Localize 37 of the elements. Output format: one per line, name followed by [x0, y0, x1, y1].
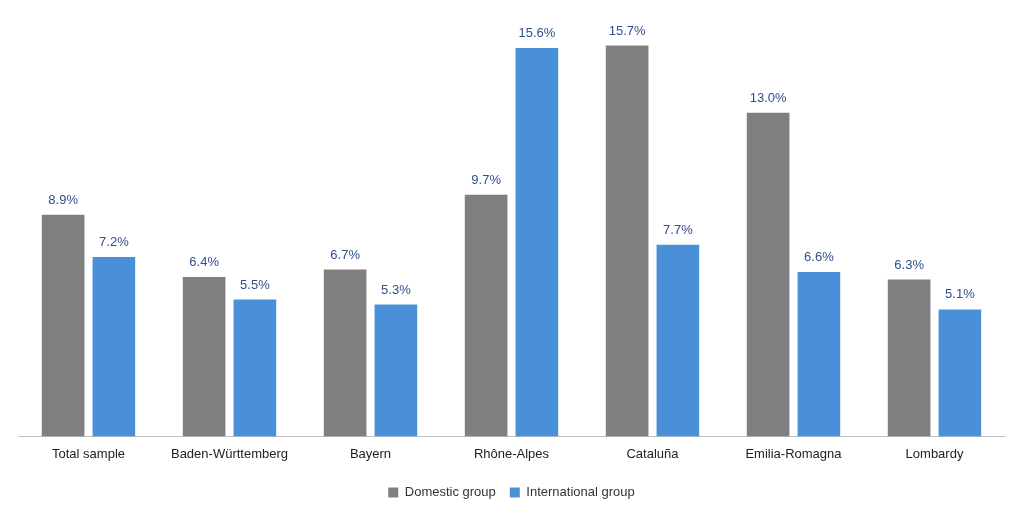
- bar: [797, 272, 841, 437]
- bar: [515, 47, 559, 437]
- data-label: 15.7%: [608, 22, 646, 38]
- data-label: 7.7%: [663, 221, 694, 237]
- bar: [233, 299, 277, 437]
- data-label: 8.9%: [48, 191, 79, 207]
- bar: [464, 194, 508, 437]
- bar: [938, 309, 982, 437]
- x-tick-label: Emilia-Romagna: [745, 445, 843, 461]
- data-label: 6.4%: [189, 254, 220, 270]
- data-label: 15.6%: [518, 25, 556, 41]
- x-tick-label: Baden-Württemberg: [170, 445, 289, 461]
- data-label: 9.7%: [471, 171, 502, 187]
- x-tick-label: Rhône-Alpes: [473, 445, 550, 461]
- data-label: 7.2%: [99, 234, 130, 250]
- bar: [182, 277, 226, 437]
- x-tick-label: Cataluña: [626, 445, 680, 461]
- data-label: 6.6%: [804, 249, 835, 265]
- legend-label: International group: [526, 484, 635, 500]
- data-label: 5.1%: [945, 286, 976, 302]
- bar: [656, 244, 700, 437]
- data-label: 6.7%: [330, 246, 361, 262]
- bar: [746, 112, 790, 437]
- bar: [605, 45, 649, 437]
- data-label: 5.5%: [240, 276, 271, 292]
- bar: [887, 279, 931, 437]
- x-tick-label: Total sample: [52, 445, 125, 461]
- data-label: 13.0%: [749, 89, 787, 105]
- data-label: 5.3%: [381, 281, 412, 297]
- data-label: 6.3%: [894, 256, 925, 272]
- bar: [41, 214, 85, 437]
- x-tick-label: Bayern: [349, 445, 392, 461]
- x-tick-label: Lombardy: [905, 445, 964, 461]
- legend-label: Domestic group: [404, 484, 496, 500]
- bar: [92, 257, 136, 437]
- bar: [374, 304, 418, 437]
- bar: [323, 269, 367, 437]
